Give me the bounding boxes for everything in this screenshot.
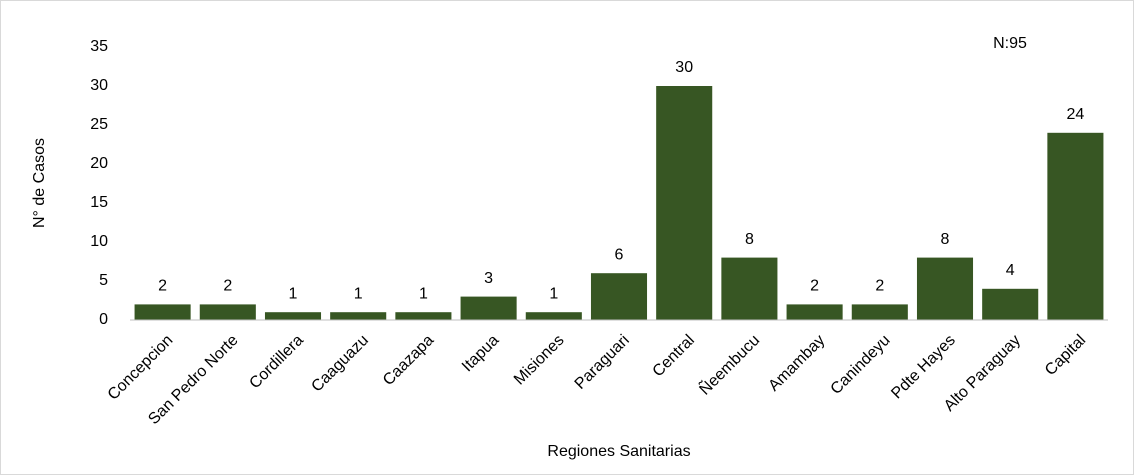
y-tick-label: 0	[99, 311, 108, 328]
bar	[786, 304, 843, 320]
bar	[460, 296, 517, 320]
bar	[656, 86, 713, 320]
data-label: 30	[675, 59, 693, 76]
y-tick-label: 25	[90, 116, 108, 133]
bar	[851, 304, 908, 320]
data-label: 1	[289, 285, 298, 302]
data-label: 3	[484, 270, 493, 287]
bar	[916, 257, 974, 320]
y-tick-label: 35	[90, 38, 108, 55]
y-tick-label: 30	[90, 77, 108, 94]
bar	[395, 312, 452, 320]
bar	[134, 304, 191, 320]
bar	[199, 304, 256, 320]
data-label: 6	[615, 246, 624, 263]
data-label: 8	[745, 231, 754, 248]
y-tick-label: 15	[90, 194, 108, 211]
bar	[1047, 132, 1104, 320]
data-label: 1	[419, 285, 428, 302]
y-tick-label: 20	[90, 155, 108, 172]
data-label: 1	[354, 285, 363, 302]
data-label: 2	[875, 278, 884, 295]
data-label: 1	[549, 285, 558, 302]
data-label: 4	[1006, 262, 1015, 279]
data-label: 2	[158, 278, 167, 295]
bar	[264, 312, 322, 320]
data-label: 24	[1067, 106, 1085, 123]
x-axis-title: Regiones Sanitarias	[547, 443, 690, 460]
annotation: N:95	[993, 35, 1027, 52]
y-tick-label: 5	[99, 272, 108, 289]
bar	[525, 312, 582, 320]
data-label: 2	[223, 278, 232, 295]
bar	[590, 273, 648, 320]
bar	[982, 288, 1039, 320]
y-axis-title: N° de Casos	[31, 138, 48, 228]
data-label: 8	[941, 231, 950, 248]
bar	[330, 312, 387, 320]
y-tick-label: 10	[90, 233, 108, 250]
data-label: 2	[810, 278, 819, 295]
bar	[721, 257, 778, 320]
